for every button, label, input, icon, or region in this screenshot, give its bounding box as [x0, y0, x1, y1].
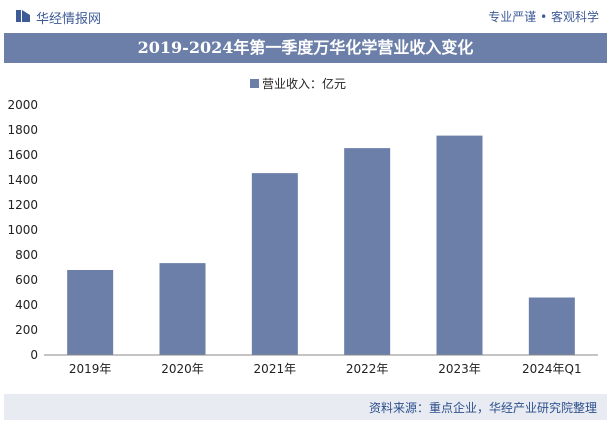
bar [344, 148, 391, 355]
x-tick-label: 2019年 [69, 362, 112, 376]
x-tick-label: 2022年 [346, 362, 389, 376]
bar-chart: 营业收入：亿元 0 200 400 600 800 1000 1200 1400 1600 180… [7, 76, 598, 376]
bar [159, 263, 206, 355]
y-tick-label: 400 [15, 298, 38, 312]
bar [436, 135, 483, 355]
y-tick-label: 200 [15, 323, 38, 337]
bars [67, 135, 575, 355]
top-bar: 华经情报网 专业严谨 • 客观科学 [0, 0, 611, 32]
y-tick-label: 1000 [7, 223, 38, 237]
y-tick-label: 2000 [7, 98, 38, 112]
footer-bar: 资料来源：重点企业，华经产业研究院整理 [4, 394, 607, 420]
legend-label: 营业收入：亿元 [262, 76, 346, 91]
bar [67, 270, 114, 355]
y-tick-label: 1800 [7, 123, 38, 137]
y-tick-label: 800 [15, 248, 38, 262]
x-tick-label: 2021年 [254, 362, 297, 376]
legend-swatch [250, 79, 259, 88]
y-tick-label: 1400 [7, 173, 38, 187]
bar [251, 173, 298, 355]
tagline: 专业严谨 • 客观科学 [488, 10, 599, 24]
source-note: 资料来源：重点企业，华经产业研究院整理 [368, 401, 597, 415]
title-bar: 2019-2024年第一季度万华化学营业收入变化 [4, 33, 607, 63]
y-tick-label: 600 [15, 273, 38, 287]
chart-title: 2019-2024年第一季度万华化学营业收入变化 [137, 38, 474, 57]
y-axis: 0 200 400 600 800 1000 1200 1400 1600 1800 2000 [7, 98, 38, 362]
legend: 营业收入：亿元 [250, 76, 346, 91]
y-tick-label: 1200 [7, 198, 38, 212]
brand-logo-icon [16, 10, 30, 22]
brand-name: 华经情报网 [36, 12, 102, 27]
y-tick-label: 1600 [7, 148, 38, 162]
x-axis: 2019年 2020年 2021年 2022年 2023年 2024年Q1 [44, 354, 598, 376]
x-tick-label: 2023年 [438, 362, 481, 376]
bar [528, 297, 575, 355]
y-tick-label: 0 [30, 348, 38, 362]
x-tick-label: 2024年Q1 [522, 362, 582, 376]
x-tick-label: 2020年 [161, 362, 204, 376]
